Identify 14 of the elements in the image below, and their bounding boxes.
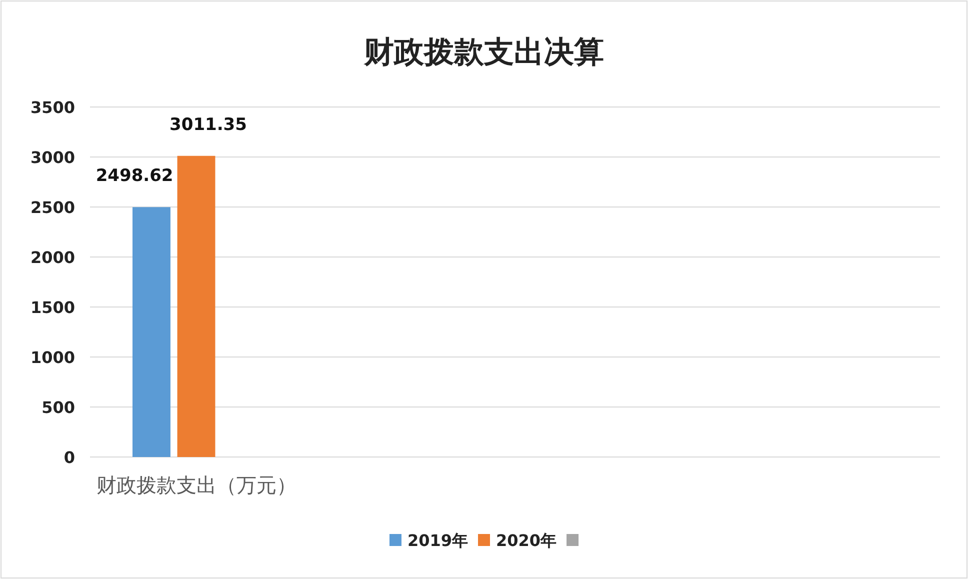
- y-tick-label: 1500: [30, 298, 75, 317]
- y-tick-label: 0: [64, 448, 75, 467]
- x-tick-label: 财政拨款支出（万元）: [96, 473, 296, 497]
- y-tick-label: 2000: [30, 248, 75, 267]
- chart-title: 财政拨款支出决算: [363, 35, 604, 70]
- y-tick-label: 2500: [30, 198, 75, 217]
- data-label: 3011.35: [170, 114, 247, 135]
- y-tick-label: 1000: [30, 348, 75, 367]
- y-tick-label: 500: [42, 398, 75, 417]
- legend-label: 2020年: [496, 531, 557, 550]
- data-label: 2498.62: [96, 166, 174, 186]
- y-tick-label: 3000: [30, 148, 75, 167]
- legend-label: 2019年: [407, 531, 468, 550]
- y-tick-label: 3500: [30, 98, 75, 117]
